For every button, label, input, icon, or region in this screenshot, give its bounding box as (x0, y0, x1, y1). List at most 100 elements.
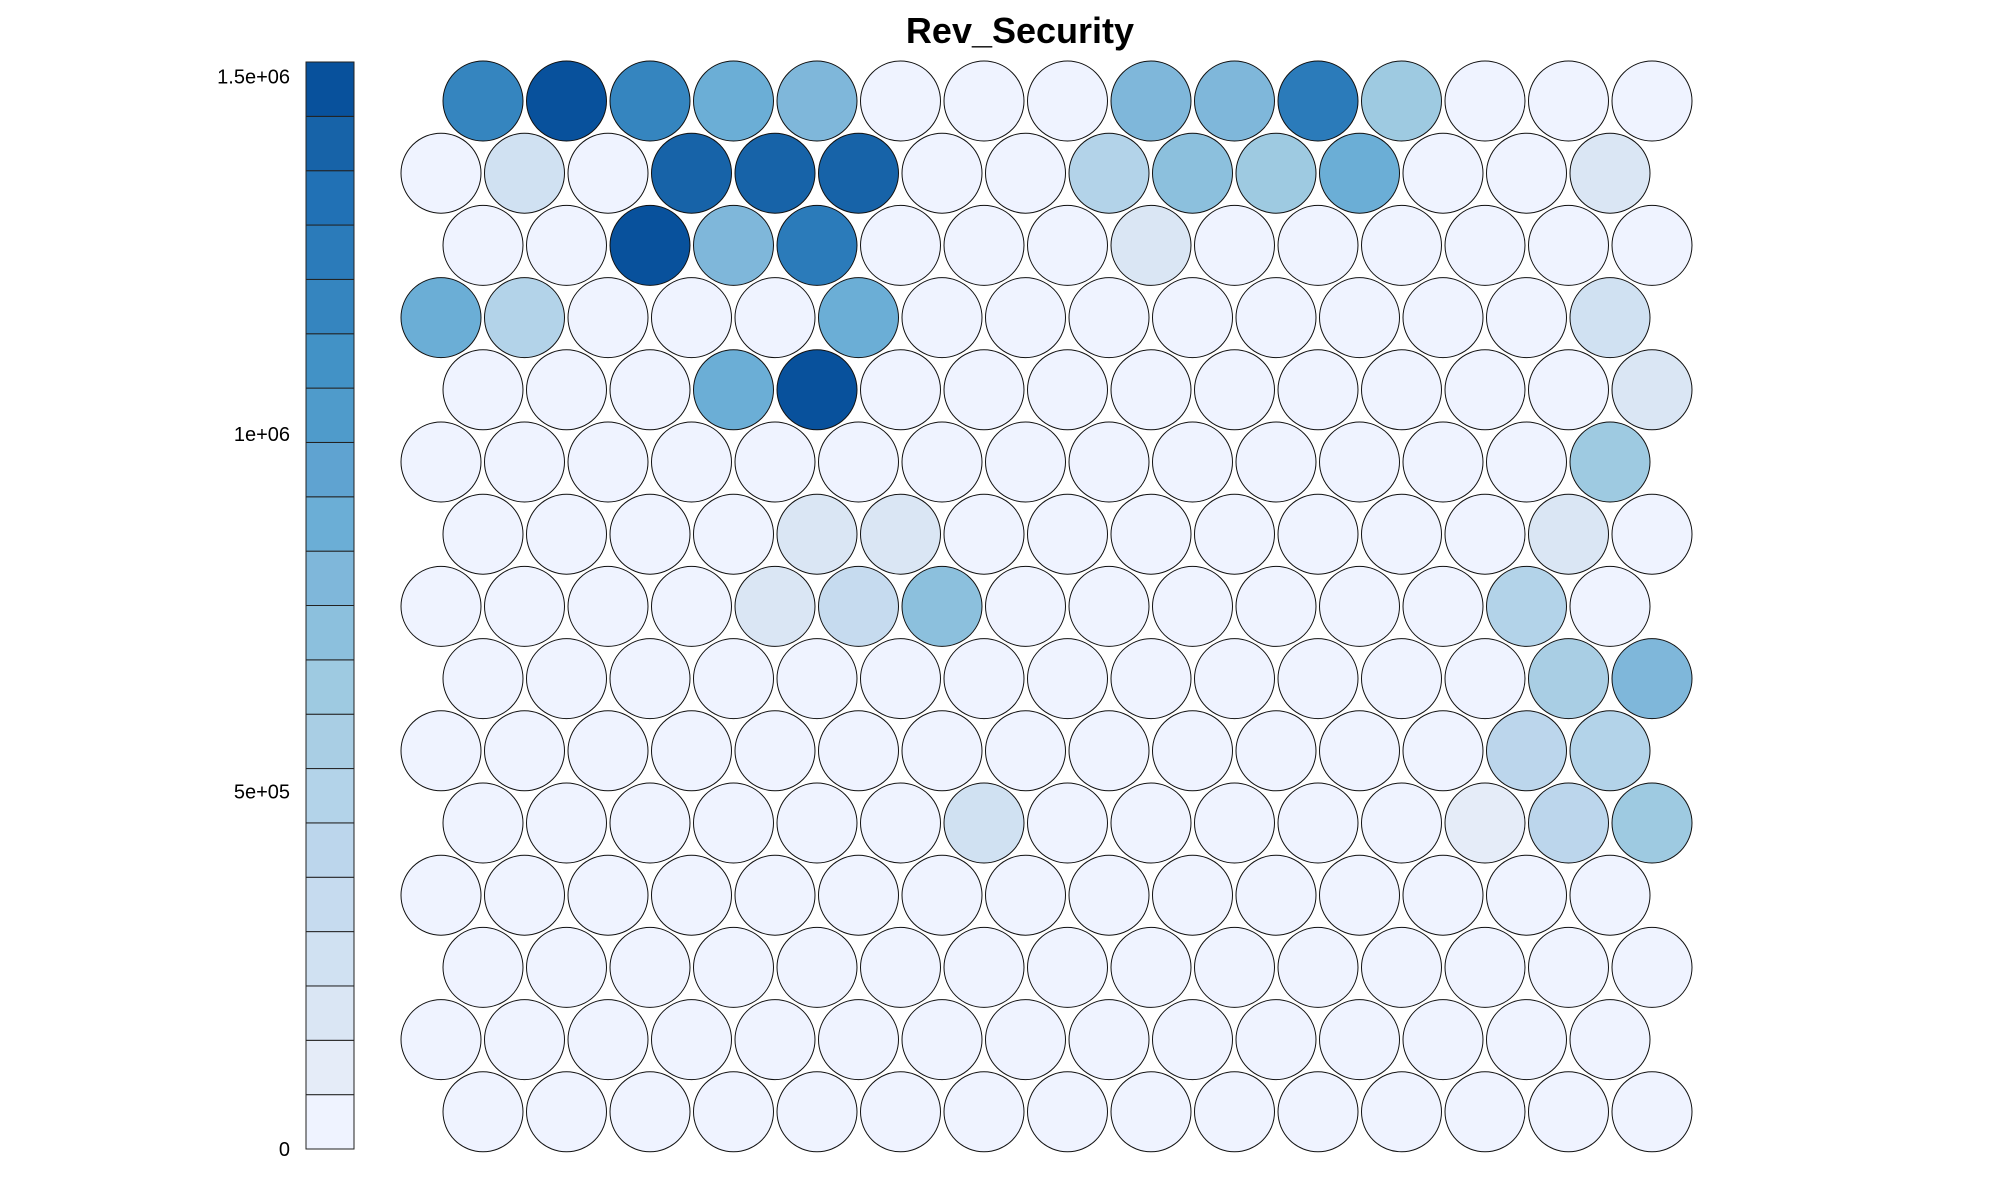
hex-cell (609, 1071, 691, 1153)
hex-cell (1152, 710, 1233, 792)
hex-cell (734, 421, 816, 503)
hex-cell (1152, 999, 1233, 1081)
chart-title: Rev_Security (906, 10, 1134, 51)
hex-cell (1444, 782, 1526, 864)
hex-cell (901, 710, 983, 792)
hex-cell (526, 493, 607, 575)
hex-cell (484, 132, 565, 214)
hex-cell (567, 710, 649, 792)
hex-cell (985, 421, 1066, 503)
hex-cell (943, 204, 1025, 286)
hex-cell (400, 132, 482, 214)
hex-cell (1569, 277, 1651, 359)
hex-cell (1319, 710, 1400, 792)
hex-cell (1110, 926, 1192, 1008)
hex-cell (818, 565, 899, 647)
color-scale-step (305, 550, 355, 607)
hex-cell (1194, 782, 1275, 864)
hex-cell (1611, 926, 1693, 1008)
color-scale-step (305, 441, 355, 498)
hex-cell (818, 421, 899, 503)
hex-cell (818, 999, 899, 1081)
hex-cell (609, 349, 691, 431)
hex-cell (1486, 421, 1567, 503)
hex-cell (1486, 132, 1567, 214)
hex-cell (943, 638, 1025, 720)
hex-cell (693, 493, 774, 575)
hex-cell (1027, 60, 1108, 142)
color-scale-step (305, 61, 355, 117)
hex-cell (609, 493, 691, 575)
hex-cell (609, 204, 691, 286)
hex-cell (1110, 349, 1192, 431)
hex-cell (818, 132, 899, 214)
hex-cell (1319, 999, 1400, 1081)
hex-cell (1611, 204, 1693, 286)
color-scale-tick-label: 0 (279, 1139, 290, 1161)
hex-cell (1361, 204, 1442, 286)
hex-cell (651, 854, 732, 936)
color-scale-step (305, 931, 355, 987)
hex-cell (400, 421, 482, 503)
hex-cell (1068, 710, 1150, 792)
hex-cell (400, 854, 482, 936)
hex-cell (1402, 854, 1484, 936)
color-scale-step (305, 605, 355, 661)
hex-cell (442, 349, 524, 431)
hex-cell (860, 1071, 941, 1153)
hex-cell (1444, 60, 1526, 142)
hex-cell (526, 638, 607, 720)
hex-cell (1402, 999, 1484, 1081)
hex-cell (985, 565, 1066, 647)
hex-cell (442, 493, 524, 575)
hex-cell (1068, 999, 1150, 1081)
hex-cell (526, 1071, 607, 1153)
hex-cell (1235, 421, 1317, 503)
hex-cell (943, 60, 1025, 142)
hex-cell (901, 421, 983, 503)
hex-cell (442, 204, 524, 286)
color-scale-step (305, 387, 355, 443)
color-scale-step (305, 713, 355, 770)
hex-cell (567, 132, 649, 214)
hex-cell (442, 60, 524, 142)
hex-cell (442, 1071, 524, 1153)
hex-cell (860, 493, 941, 575)
hex-cell (1110, 60, 1192, 142)
hex-cell (1402, 421, 1484, 503)
hex-cell (1027, 349, 1108, 431)
hex-cell (776, 204, 858, 286)
hex-cell (1277, 493, 1359, 575)
hex-cell (1277, 1071, 1359, 1153)
hex-cell (1444, 493, 1526, 575)
hex-cell (985, 132, 1066, 214)
hex-cell (1277, 638, 1359, 720)
hex-cell (567, 277, 649, 359)
hex-cell (776, 638, 858, 720)
hex-cell (860, 204, 941, 286)
hex-cell (943, 926, 1025, 1008)
hex-cell (1528, 349, 1609, 431)
hex-cell (1569, 565, 1651, 647)
color-scale-step (305, 170, 355, 226)
hex-cell (1152, 421, 1233, 503)
hex-cell (1528, 638, 1609, 720)
hex-cell (901, 854, 983, 936)
hex-cell (1402, 132, 1484, 214)
hex-cell (1319, 421, 1400, 503)
hex-cell (1528, 782, 1609, 864)
hex-cell (1235, 565, 1317, 647)
hex-cell (734, 277, 816, 359)
hex-cell (442, 926, 524, 1008)
hex-cell (609, 60, 691, 142)
hex-cell (484, 854, 565, 936)
hex-cell (567, 999, 649, 1081)
hex-cell (400, 710, 482, 792)
hex-cell (1528, 1071, 1609, 1153)
color-scale-step (305, 822, 355, 878)
hex-cell (1361, 349, 1442, 431)
hex-cell (526, 349, 607, 431)
hex-cell (1152, 565, 1233, 647)
hex-cell (1611, 60, 1693, 142)
